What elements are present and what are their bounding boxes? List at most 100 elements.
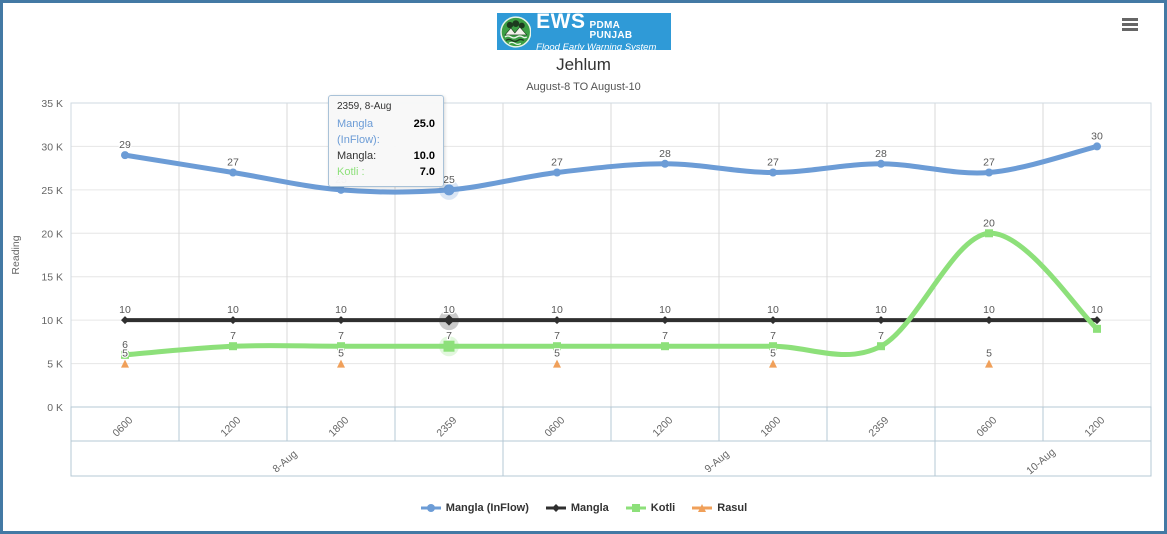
x-axis: 0600 1200 1800 2359 0600 1200 1800 2359 0600 1200…: [70, 406, 1152, 477]
data-label: 10: [875, 304, 887, 316]
legend-item-rasul[interactable]: Rasul: [691, 502, 747, 514]
y-axis: 0 K 5 K 10 K 15 K 20 K 25 K 30 K 35 K Reading: [10, 98, 63, 414]
tooltip-series-value: 25.0: [413, 118, 435, 130]
legend-marker-diamond-icon: [545, 504, 566, 512]
chart-plot-area[interactable]: 0 K 5 K 10 K 15 K 20 K 25 K 30 K 35 K Reading 060…: [3, 3, 1167, 534]
y-tick-label: 0 K: [47, 402, 63, 414]
data-label: 7: [662, 330, 668, 342]
x-group-label: 10-Aug: [1024, 446, 1058, 477]
y-axis-title: Reading: [10, 235, 22, 274]
legend-item-mangla-inflow[interactable]: Mangla (InFlow): [420, 502, 529, 514]
data-label: 10: [119, 304, 131, 316]
tooltip-header: 2359, 8-Aug: [337, 101, 392, 112]
logo-ews: EWS: [536, 9, 586, 33]
hamburger-icon: [1122, 18, 1138, 21]
tooltip-row: Mangla (InFlow): 25.0: [337, 116, 435, 148]
series-rasul: 5 5 5 5 5: [121, 346, 993, 368]
legend-item-kotli[interactable]: Kotli: [625, 502, 675, 514]
data-label: 5: [770, 348, 776, 360]
tooltip-series-name: Mangla (InFlow):: [337, 118, 380, 146]
x-tick-label: 1800: [758, 414, 783, 439]
data-label: 10: [227, 304, 239, 316]
legend-label: Rasul: [717, 502, 748, 514]
data-label: 10: [983, 304, 995, 316]
legend-label: Mangla: [570, 502, 609, 514]
tooltip-row: Kotli : 7.0: [337, 164, 435, 180]
legend-label: Mangla (InFlow): [445, 502, 529, 514]
data-label: 5: [338, 348, 344, 360]
data-label: 27: [227, 156, 239, 168]
data-label: 27: [983, 156, 995, 168]
data-label: 10: [551, 304, 563, 316]
tooltip-row: Mangla: 10.0: [337, 148, 435, 164]
data-label: 28: [659, 148, 671, 160]
tooltip-series-name: Mangla:: [337, 150, 377, 162]
data-label: 7: [338, 330, 344, 342]
y-tick-label: 35 K: [41, 98, 63, 110]
data-label: 10: [443, 304, 455, 316]
data-label: 5: [122, 348, 128, 360]
y-tick-label: 30 K: [41, 141, 63, 153]
data-label: 20: [983, 217, 995, 229]
data-label: 7: [446, 330, 452, 342]
data-label: 30: [1091, 130, 1103, 142]
legend-item-mangla[interactable]: Mangla: [545, 502, 609, 514]
tooltip-rows: Mangla (InFlow): 25.0 Mangla: 10.0 Kotli : 7.…: [337, 116, 435, 180]
data-label: 28: [875, 148, 887, 160]
x-group-label: 8-Aug: [270, 448, 299, 475]
y-tick-label: 5 K: [47, 359, 63, 371]
data-label: 27: [551, 156, 563, 168]
data-label: 5: [986, 348, 992, 360]
series-line-kotli: [122, 230, 1100, 358]
data-label: 10: [1091, 304, 1103, 316]
x-group-label: 9-Aug: [702, 448, 731, 475]
x-tick-label: 2359: [434, 414, 459, 439]
x-tick-label: 1800: [326, 414, 351, 439]
data-label: 10: [335, 304, 347, 316]
y-tick-label: 20 K: [41, 228, 63, 240]
tooltip-series-value: 10.0: [413, 150, 435, 162]
data-label: 25: [443, 174, 455, 186]
tooltip-series-value: 7.0: [419, 166, 435, 178]
data-label: 7: [770, 330, 776, 342]
series-mangla-inflow: 29272525272827282730: [118, 129, 1104, 200]
x-tick-label: 2359: [866, 414, 891, 439]
hamburger-icon: [1122, 28, 1138, 31]
data-label: 7: [230, 330, 236, 342]
hamburger-icon: [1122, 23, 1138, 26]
x-tick-label: 1200: [650, 414, 675, 439]
x-tick-label: 0600: [542, 414, 567, 439]
data-label: 27: [767, 156, 779, 168]
y-tick-label: 25 K: [41, 185, 63, 197]
logo-org: PDMA PUNJAB: [589, 19, 633, 41]
chart-tooltip: 2359, 8-Aug Mangla (InFlow): 25.0 Mangla: 1…: [328, 95, 444, 187]
chart-title: Jehlum: [556, 55, 611, 74]
legend-marker-circle-icon: [420, 504, 441, 512]
chart-subtitle: August-8 TO August-10: [526, 81, 641, 93]
legend-marker-triangle-icon: [692, 504, 713, 512]
data-label: 29: [119, 139, 131, 151]
legend-label: Kotli: [650, 502, 676, 514]
x-tick-label: 0600: [974, 414, 999, 439]
x-tick-label: 1200: [218, 414, 243, 439]
logo-tagline: Flood Early Warning System: [536, 41, 657, 53]
x-tick-label: 0600: [110, 414, 135, 439]
series-mangla: 10 10 10 10 10 10 10 10 10 10: [118, 303, 1104, 331]
y-tick-label: 15 K: [41, 272, 63, 284]
data-label: 10: [659, 304, 671, 316]
data-label: 7: [878, 330, 884, 342]
logo-text: EWS PDMA PUNJAB Flood Early Warning Syst…: [536, 11, 664, 53]
data-label: 7: [554, 330, 560, 342]
x-tick-label: 1200: [1082, 414, 1107, 439]
chart-legend: Mangla (InFlow) Mangla Kotli Rasul: [3, 502, 1164, 514]
legend-marker-square-icon: [625, 504, 646, 512]
data-label: 5: [554, 348, 560, 360]
ews-pdma-logo: EWS PDMA PUNJAB Flood Early Warning Syst…: [496, 11, 671, 53]
tooltip-series-name: Kotli :: [337, 166, 365, 178]
data-label: 10: [767, 304, 779, 316]
series-line-mangla-inflow: [122, 143, 1100, 195]
data-label: 6: [122, 339, 128, 351]
chart-context-menu-button[interactable]: [1122, 18, 1138, 33]
y-tick-label: 10 K: [41, 315, 63, 327]
